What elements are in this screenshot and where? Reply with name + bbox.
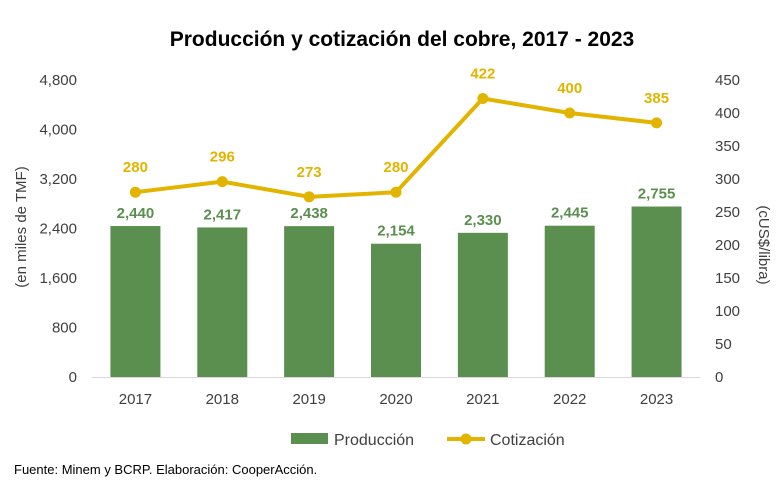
x-tick-label: 2017	[119, 391, 152, 408]
line-data-label: 385	[644, 90, 669, 107]
legend-label-produccion: Producción	[334, 432, 414, 449]
cotizacion-point-2023	[651, 117, 663, 129]
y-axis-title: (en miles de TMF)	[13, 166, 30, 287]
bar-2022	[544, 225, 595, 377]
x-axis-ticks: 2017 2018 2019 2020 2021 2022 2023	[119, 391, 674, 408]
y-tick-label: 4,000	[39, 122, 77, 139]
bar-data-label: 2,154	[377, 223, 415, 240]
bar-2019	[284, 226, 335, 377]
bar-data-label: 2,438	[290, 205, 328, 222]
y-tick-label: 0	[69, 369, 77, 386]
x-tick-label: 2018	[206, 391, 239, 408]
y2-tick-label: 50	[715, 336, 732, 353]
bar-data-label: 2,445	[551, 205, 589, 222]
y-tick-label: 4,800	[39, 72, 77, 89]
x-tick-label: 2022	[553, 391, 586, 408]
y2-tick-label: 400	[715, 105, 740, 122]
x-tick-label: 2020	[379, 391, 412, 408]
cotizacion-point-2020	[390, 186, 402, 198]
y2-tick-label: 350	[715, 138, 740, 155]
cotizacion-point-2018	[216, 176, 228, 188]
x-tick-label: 2021	[466, 391, 499, 408]
y2-tick-label: 200	[715, 237, 740, 254]
y2-tick-label: 150	[715, 270, 740, 287]
x-tick-label: 2023	[640, 391, 673, 408]
bar-data-label: 2,440	[117, 205, 155, 222]
y2-tick-label: 100	[715, 303, 740, 320]
cotizacion-point-2017	[129, 186, 141, 198]
bar-data-label: 2,755	[638, 186, 676, 203]
chart-title: Producción y cotización del cobre, 2017 …	[170, 28, 635, 51]
bar-2017	[110, 226, 161, 377]
y2-tick-label: 450	[715, 72, 740, 89]
bar-2023	[631, 206, 682, 377]
line-data-label: 273	[297, 164, 322, 181]
line-data-label: 296	[210, 149, 235, 166]
cotizacion-point-2021	[477, 92, 489, 104]
bar-data-label: 2,330	[464, 212, 502, 229]
line-data-label: 422	[470, 65, 495, 82]
cotizacion-point-2022	[564, 107, 576, 119]
y-tick-label: 1,600	[39, 270, 77, 287]
line-series	[129, 92, 663, 203]
y-tick-label: 2,400	[39, 221, 77, 238]
cotizacion-point-2019	[303, 191, 315, 203]
y-tick-label: 3,200	[39, 171, 77, 188]
y2-tick-label: 0	[715, 369, 723, 386]
y2-axis-title: (cUS$/libra)	[755, 205, 772, 284]
source-note: Fuente: Minem y BCRP. Elaboración: Coope…	[14, 462, 317, 477]
line-data-label: 400	[557, 80, 582, 97]
line-data-label: 280	[383, 159, 408, 176]
bar-2021	[457, 232, 508, 377]
legend-swatch-cotizacion-marker	[460, 433, 472, 445]
bar-2018	[197, 227, 248, 377]
line-data-label: 280	[123, 159, 148, 176]
x-tick-label: 2019	[292, 391, 325, 408]
y-tick-label: 800	[52, 320, 77, 337]
bar-2020	[371, 243, 421, 377]
y2-tick-label: 300	[715, 171, 740, 188]
line-data-labels: 280 296 273 280 422 400 385	[123, 65, 669, 180]
bar-data-labels: 2,440 2,417 2,438 2,154 2,330 2,445 2,755	[117, 186, 676, 240]
y2-axis-ticks: 0 50 100 150 200 250 300 350 400 450	[715, 72, 740, 386]
y2-tick-label: 250	[715, 204, 740, 221]
legend-label-cotizacion: Cotización	[490, 432, 565, 449]
y-axis-ticks: 0 800 1,600 2,400 3,200 4,000 4,800	[39, 72, 77, 386]
legend: Producción Cotización	[291, 432, 565, 449]
bar-data-label: 2,417	[204, 206, 242, 223]
bar-series	[110, 206, 682, 377]
legend-swatch-produccion	[291, 433, 328, 444]
